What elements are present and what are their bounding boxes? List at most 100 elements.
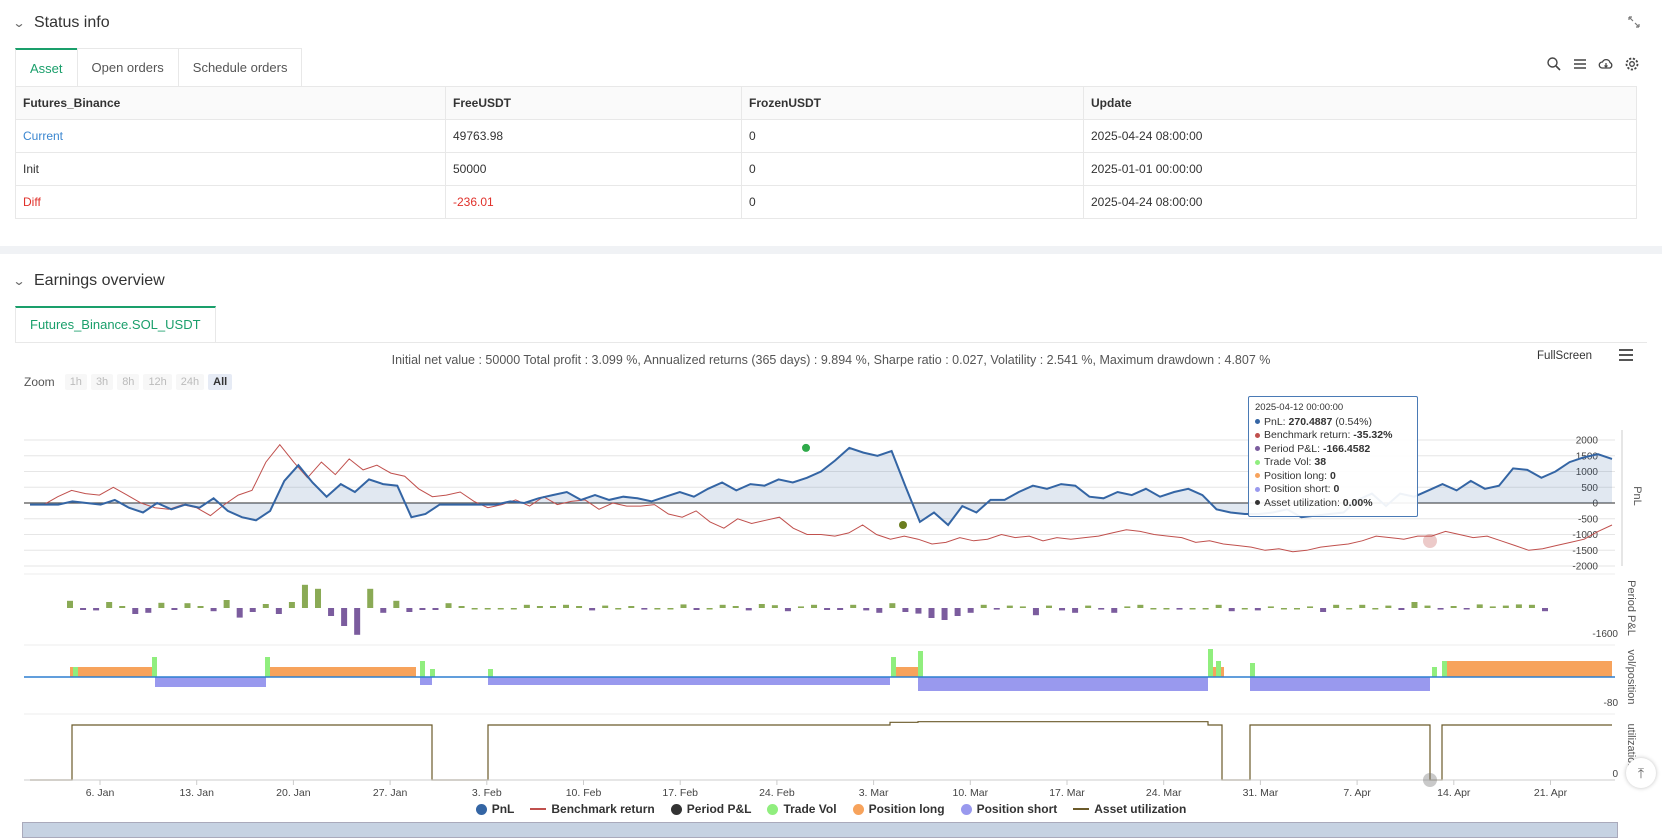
chart-menu-icon[interactable] bbox=[1618, 348, 1634, 362]
row-label-diff: Diff bbox=[15, 185, 446, 219]
row-label-init: Init bbox=[15, 152, 446, 186]
period-bar bbox=[824, 608, 831, 610]
y-tick-label: -1000 bbox=[1572, 530, 1598, 541]
collapse-expand-icon[interactable] bbox=[1628, 16, 1640, 28]
period-bar bbox=[1176, 608, 1183, 610]
zoom-8h[interactable]: 8h bbox=[117, 374, 140, 390]
period-bar bbox=[197, 606, 204, 608]
table-header-row: Futures_Binance FreeUSDT FrozenUSDT Upda… bbox=[15, 86, 1637, 120]
period-bar bbox=[549, 606, 556, 608]
tab-schedule-orders[interactable]: Schedule orders bbox=[177, 48, 303, 86]
earnings-header[interactable]: ⌄ Earnings overview bbox=[12, 272, 165, 290]
period-bar bbox=[719, 604, 726, 608]
period-bar bbox=[615, 608, 622, 610]
legend-position-long[interactable]: Position long bbox=[852, 802, 945, 816]
period-bar bbox=[1085, 605, 1092, 608]
col-update: Update bbox=[1083, 86, 1637, 120]
fullscreen-button[interactable]: FullScreen bbox=[1537, 350, 1592, 362]
period-bar bbox=[928, 608, 935, 618]
period-bar bbox=[171, 608, 178, 610]
period-bar bbox=[236, 608, 243, 618]
chart-legend: PnL Benchmark return Period P&L Trade Vo… bbox=[0, 802, 1662, 816]
row-label-current[interactable]: Current bbox=[15, 119, 446, 153]
period-bar bbox=[811, 604, 818, 608]
y-tick-label: 2000 bbox=[1576, 436, 1599, 447]
legend-asset-utilization[interactable]: Asset utilization bbox=[1073, 802, 1186, 816]
zoom-label: Zoom bbox=[24, 375, 55, 389]
period-bar bbox=[106, 602, 113, 608]
period-bar bbox=[706, 608, 713, 610]
period-bar bbox=[967, 608, 974, 613]
x-tick-label: 24. Mar bbox=[1146, 787, 1182, 799]
period-bar bbox=[1307, 606, 1314, 608]
collapse-chevron-icon[interactable]: ⌄ bbox=[12, 274, 26, 288]
period-bar bbox=[1072, 608, 1079, 613]
legend-label: Position long bbox=[868, 802, 945, 816]
period-bar bbox=[1045, 605, 1052, 608]
zoom-24h[interactable]: 24h bbox=[175, 374, 205, 390]
legend-position-short[interactable]: Position short bbox=[960, 802, 1057, 816]
trade-vol-bar bbox=[1216, 661, 1221, 677]
x-tick-label: 27. Jan bbox=[373, 787, 408, 799]
y-tick-label: 0 bbox=[1592, 499, 1598, 510]
search-icon[interactable] bbox=[1546, 56, 1562, 72]
x-tick-label: 3. Feb bbox=[472, 787, 502, 799]
period-bar bbox=[654, 608, 661, 610]
col-free: FreeUSDT bbox=[445, 86, 742, 120]
period-bar bbox=[1280, 608, 1287, 610]
zoom-3h[interactable]: 3h bbox=[90, 374, 114, 390]
pin-icon[interactable]: ⤒ bbox=[1626, 758, 1656, 788]
utilization-line bbox=[30, 721, 1612, 781]
period-bar bbox=[119, 606, 126, 608]
tab-asset[interactable]: Asset bbox=[15, 48, 78, 86]
collapse-chevron-icon[interactable]: ⌄ bbox=[12, 16, 26, 30]
period-bar bbox=[419, 608, 426, 610]
legend-benchmark[interactable]: Benchmark return bbox=[530, 802, 655, 816]
trade-vol-bar bbox=[1442, 661, 1447, 677]
period-bar bbox=[341, 608, 348, 626]
period-bar bbox=[1437, 608, 1444, 610]
period-bar bbox=[1424, 605, 1431, 608]
earnings-title: Earnings overview bbox=[34, 272, 165, 289]
gear-icon[interactable] bbox=[1624, 56, 1640, 72]
period-bar bbox=[837, 608, 844, 610]
legend-trade-vol[interactable]: Trade Vol bbox=[767, 802, 837, 816]
period-bar bbox=[406, 608, 413, 612]
pnl-area bbox=[30, 447, 1612, 525]
legend-pnl[interactable]: PnL bbox=[475, 802, 514, 816]
period-bar bbox=[863, 608, 870, 611]
period-bar bbox=[745, 608, 752, 611]
table-row: Current 49763.98 0 2025-04-24 08:00:00 bbox=[15, 119, 1637, 153]
period-bar bbox=[1163, 608, 1170, 610]
zoom-all[interactable]: All bbox=[208, 374, 233, 390]
period-bar bbox=[915, 608, 922, 614]
zoom-1h[interactable]: 1h bbox=[64, 374, 87, 390]
cell: 0 bbox=[741, 119, 1084, 153]
period-bar bbox=[523, 604, 530, 608]
period-bar bbox=[536, 606, 543, 608]
cloud-download-icon[interactable] bbox=[1598, 56, 1614, 72]
zoom-12h[interactable]: 12h bbox=[143, 374, 172, 390]
legend-period-pnl[interactable]: Period P&L bbox=[670, 802, 751, 816]
tooltip-value: -166.4582 bbox=[1322, 442, 1371, 455]
tab-open-orders[interactable]: Open orders bbox=[76, 48, 179, 86]
trade-vol-bar bbox=[73, 667, 78, 677]
x-tick-label: 31. Mar bbox=[1243, 787, 1279, 799]
y-tick-label: -2000 bbox=[1572, 562, 1598, 573]
tab-sol-usdt[interactable]: Futures_Binance.SOL_USDT bbox=[15, 306, 216, 342]
trade-vol-bar bbox=[420, 661, 425, 677]
period-bar bbox=[641, 608, 648, 610]
chart-navigator[interactable] bbox=[22, 822, 1618, 838]
list-icon[interactable] bbox=[1572, 56, 1588, 72]
period-bar bbox=[432, 608, 439, 610]
hover-marker bbox=[1423, 773, 1437, 787]
trade-vol-bar bbox=[918, 651, 923, 677]
period-bar bbox=[1502, 605, 1509, 608]
asset-table: Futures_Binance FreeUSDT FrozenUSDT Upda… bbox=[15, 86, 1637, 219]
period-bar bbox=[80, 608, 87, 610]
status-header[interactable]: ⌄ Status info bbox=[12, 14, 110, 32]
y-tick-label: 500 bbox=[1581, 483, 1598, 494]
trade-vol-bar bbox=[1432, 667, 1437, 677]
tooltip-util-row: Asset utilization: 0.00% bbox=[1255, 497, 1411, 511]
